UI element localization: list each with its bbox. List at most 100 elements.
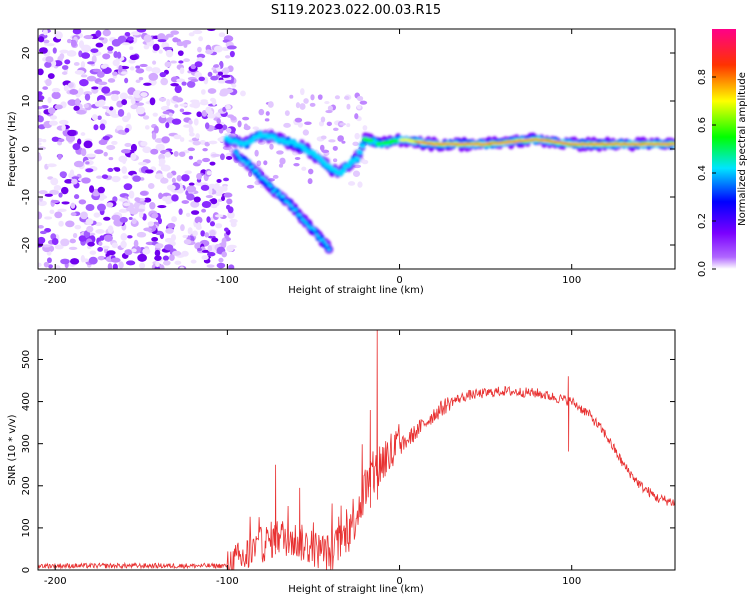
noise-speckle (47, 73, 55, 79)
noise-speckle (150, 80, 157, 85)
noise-speckle (58, 138, 65, 143)
noise-speckle (210, 204, 218, 209)
noise-speckle (347, 181, 356, 186)
noise-speckle (128, 190, 135, 199)
noise-speckle (224, 55, 231, 59)
noise-speckle (98, 37, 105, 41)
noise-speckle (174, 104, 179, 108)
noise-speckle (159, 264, 165, 269)
noise-speckle (46, 257, 52, 264)
noise-speckle (102, 245, 110, 250)
noise-speckle (43, 261, 50, 268)
noise-speckle (357, 181, 363, 188)
x-tick-label: -100 (216, 576, 239, 587)
noise-speckle (60, 238, 70, 247)
noise-speckle (50, 199, 60, 204)
noise-speckle (198, 36, 203, 42)
noise-speckle (138, 210, 144, 219)
noise-speckle (183, 124, 192, 128)
trace-blob (375, 142, 383, 146)
noise-speckle (38, 200, 47, 207)
noise-speckle (199, 100, 209, 106)
noise-speckle (339, 122, 346, 126)
noise-speckle (130, 31, 141, 36)
noise-speckle (124, 77, 129, 84)
noise-speckle (110, 93, 119, 102)
figure-title: S119.2023.022.00.03.R15 (271, 3, 441, 18)
noise-speckle (71, 178, 78, 185)
noise-speckle (103, 216, 111, 221)
branch-blob (321, 238, 325, 242)
noise-speckle (61, 124, 66, 131)
noise-speckle (190, 64, 197, 70)
noise-speckle (49, 115, 58, 120)
noise-speckle (119, 216, 128, 223)
colorbar-tick-label: 0.6 (697, 117, 708, 133)
noise-speckle (57, 208, 67, 213)
noise-speckle (155, 261, 160, 268)
noise-speckle (130, 104, 138, 110)
noise-speckle (135, 68, 145, 74)
noise-speckle (101, 86, 111, 94)
noise-speckle (80, 211, 88, 220)
noise-speckle (129, 46, 134, 51)
branch-blob (306, 224, 310, 228)
snr-x-ticks: -200 -100 0 100 (44, 330, 581, 587)
noise-speckle (107, 78, 116, 83)
noise-speckle (118, 155, 128, 163)
noise-speckle (179, 67, 185, 75)
noise-speckle (83, 91, 93, 96)
noise-speckle (88, 232, 96, 236)
noise-speckle (106, 144, 116, 151)
noise-speckle (151, 67, 161, 74)
colorbar-tick-label: 0.4 (697, 165, 708, 181)
noise-speckle (152, 43, 160, 51)
noise-speckle (108, 156, 114, 161)
noise-speckle (226, 198, 233, 205)
noise-speckle (131, 218, 137, 225)
noise-speckle (78, 199, 87, 205)
noise-speckle (103, 234, 113, 242)
noise-speckle (341, 140, 346, 144)
noise-speckle (118, 261, 124, 269)
noise-speckle (121, 166, 128, 174)
noise-speckle (178, 151, 186, 157)
noise-speckle (135, 102, 145, 106)
noise-speckle (154, 173, 164, 180)
noise-speckle (124, 142, 132, 148)
noise-speckle (143, 197, 152, 203)
noise-speckle (140, 92, 148, 97)
noise-speckle (44, 216, 53, 220)
noise-speckle (48, 264, 53, 269)
branch-blob (323, 240, 327, 245)
noise-speckle (328, 139, 336, 143)
noise-speckle (182, 234, 188, 239)
noise-speckle (352, 141, 359, 147)
noise-speckle (145, 169, 154, 174)
noise-speckle (214, 214, 224, 218)
noise-speckle (38, 94, 45, 101)
noise-speckle (147, 221, 155, 227)
noise-speckle (77, 138, 82, 146)
noise-speckle (143, 227, 153, 232)
noise-speckle (38, 262, 42, 268)
branch-blob (238, 156, 242, 160)
noise-speckle (60, 186, 69, 195)
y-tick-label: 0 (21, 567, 32, 573)
noise-speckle (300, 88, 305, 96)
noise-speckle (265, 111, 270, 116)
branch-blob (302, 219, 306, 223)
noise-speckle (302, 129, 309, 136)
noise-speckle (85, 203, 95, 212)
branch-blob (273, 188, 277, 192)
noise-speckle (130, 97, 136, 105)
noise-speckle (165, 49, 174, 58)
branch-blob (242, 159, 246, 163)
noise-speckle (80, 74, 88, 78)
noise-speckle (128, 216, 133, 221)
noise-speckle (90, 48, 99, 53)
noise-speckle (65, 220, 75, 228)
noise-speckle (88, 256, 98, 265)
branch-blob (310, 226, 315, 230)
noise-speckle (52, 47, 57, 54)
